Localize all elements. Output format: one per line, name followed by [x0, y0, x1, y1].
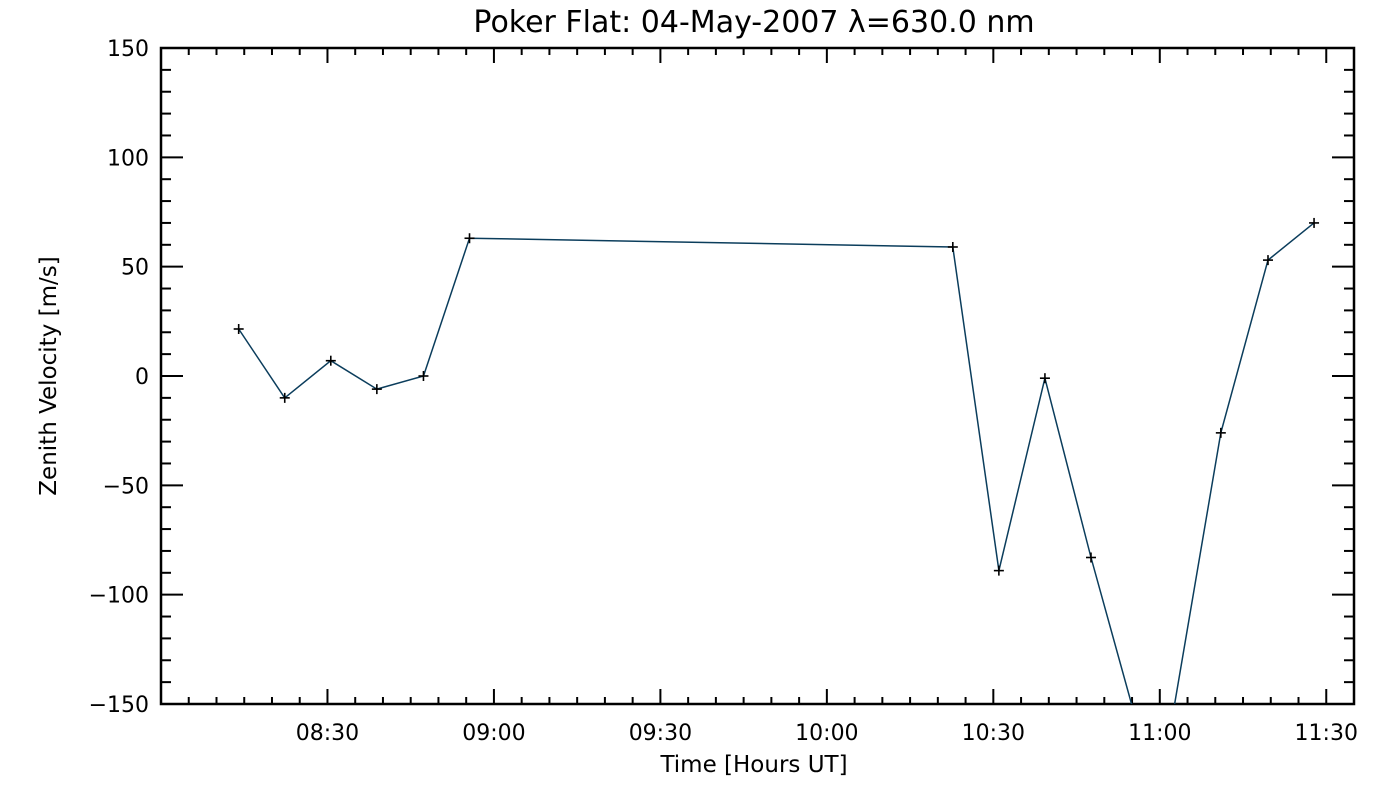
data-point	[279, 392, 290, 403]
y-tick-label: 50	[121, 256, 149, 281]
data-point	[1085, 552, 1096, 563]
series-layer	[233, 217, 1320, 704]
y-tick-label: 0	[135, 365, 149, 390]
data-point	[947, 241, 958, 252]
x-tick-label: 09:00	[462, 721, 525, 746]
data-point	[418, 371, 429, 381]
data-point	[233, 323, 244, 334]
data-point	[464, 233, 475, 244]
y-tick-labels: −150 −100 −50 0 50 100 150	[89, 37, 149, 718]
data-point	[1215, 427, 1226, 438]
major-ticks	[161, 47, 1354, 705]
data-point	[1309, 217, 1320, 228]
x-tick-label: 11:30	[1295, 721, 1358, 746]
x-tick-label: 10:30	[962, 721, 1025, 746]
minor-ticks	[160, 48, 1355, 704]
y-tick-label: 150	[107, 37, 149, 62]
y-tick-label: 100	[107, 146, 149, 171]
x-tick-label: 11:00	[1128, 721, 1191, 746]
data-point	[1262, 255, 1273, 266]
x-tick-label: 10:00	[795, 721, 858, 746]
x-axis-label: Time [Hours UT]	[659, 752, 847, 778]
series-line-0	[238, 222, 1315, 704]
plot-frame	[159, 46, 1356, 706]
data-point	[325, 355, 336, 366]
y-tick-label: −50	[103, 474, 149, 499]
data-point	[371, 384, 382, 395]
x-tick-label: 09:30	[629, 721, 692, 746]
chart-title: Poker Flat: 04-May-2007 λ=630.0 nm	[473, 5, 1034, 40]
data-point	[1039, 373, 1050, 384]
y-tick-label: −150	[89, 693, 149, 718]
y-tick-label: −100	[89, 584, 149, 609]
x-tick-labels: 08:30 09:00 09:30 10:00 10:30 11:00 11:30	[296, 721, 1358, 746]
y-axis-label: Zenith Velocity [m/s]	[36, 256, 62, 495]
data-point	[993, 565, 1004, 576]
x-tick-label: 08:30	[296, 721, 359, 746]
